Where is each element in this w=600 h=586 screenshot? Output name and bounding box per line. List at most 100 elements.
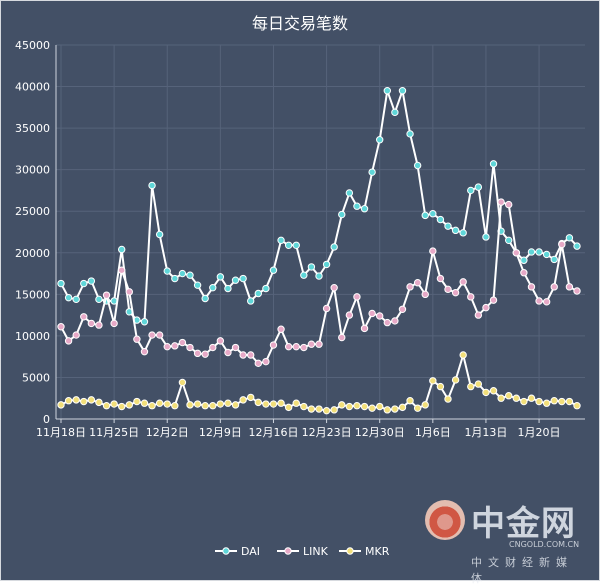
data-point-mkr [421, 401, 429, 409]
data-point-link [482, 303, 490, 312]
data-point-dai [489, 160, 498, 168]
data-point-link [512, 249, 520, 257]
legend-item-link: LINK [277, 545, 329, 558]
data-point-mkr [398, 403, 407, 412]
data-point-mkr [284, 403, 293, 412]
data-point-link [224, 348, 232, 357]
data-point-link [489, 296, 498, 304]
data-point-link [505, 200, 513, 209]
y-tick-label: 40000 [15, 81, 50, 94]
data-point-link [527, 283, 536, 291]
data-point-dai [80, 279, 88, 288]
data-point-dai [550, 255, 558, 264]
y-tick-label: 35000 [15, 122, 50, 135]
data-point-link [95, 321, 103, 329]
data-point-link [193, 349, 202, 358]
data-point-dai [406, 130, 414, 138]
x-tick-label: 11月18日 [36, 426, 86, 439]
data-point-mkr [95, 398, 103, 407]
chart-title: 每日交易笔数 [252, 14, 348, 33]
data-point-dai [254, 289, 262, 298]
data-point-mkr [451, 376, 460, 384]
data-point-mkr [376, 402, 384, 411]
data-point-link [558, 240, 566, 249]
data-point-mkr [201, 402, 209, 410]
data-point-link [307, 340, 316, 348]
legend-item-mkr: MKR [339, 545, 390, 558]
gridlines [56, 44, 585, 419]
data-point-mkr [383, 406, 391, 414]
data-point-link [444, 285, 452, 294]
x-tick-label: 12月23日 [302, 426, 352, 439]
data-point-dai [459, 229, 467, 237]
data-point-dai [284, 241, 293, 249]
data-point-dai [178, 269, 187, 278]
data-point-link [300, 343, 308, 352]
data-point-mkr [171, 402, 179, 410]
legend-label: MKR [365, 545, 390, 558]
data-point-dai [353, 202, 361, 210]
data-point-link [429, 247, 437, 255]
data-point-mkr [542, 399, 551, 407]
data-point-link [565, 283, 574, 291]
series-line-dai [60, 89, 578, 323]
series-mkr [57, 351, 581, 415]
data-point-mkr [413, 404, 422, 412]
data-point-link [57, 323, 65, 331]
data-point-mkr [565, 397, 574, 406]
data-point-dai [277, 236, 285, 245]
data-point-link [80, 313, 88, 321]
data-point-link [284, 342, 293, 351]
data-point-mkr [527, 394, 536, 402]
data-point-link [239, 351, 247, 359]
data-point-mkr [186, 401, 194, 409]
data-point-mkr [193, 400, 202, 408]
data-point-dai [322, 260, 331, 269]
data-point-mkr [406, 397, 414, 405]
data-point-mkr [110, 400, 118, 408]
data-point-link [573, 287, 581, 295]
y-tick-label: 20000 [15, 247, 50, 260]
data-point-dai [451, 226, 460, 235]
data-point-dai [565, 234, 574, 242]
data-point-dai [300, 271, 308, 279]
data-point-dai [376, 136, 384, 144]
y-tick-label: 25000 [15, 205, 50, 218]
data-point-link [133, 335, 141, 343]
data-point-dai [398, 87, 407, 95]
data-point-link [467, 293, 475, 301]
x-tick-label: 12月9日 [199, 426, 242, 439]
data-point-link [550, 283, 558, 291]
data-point-link [391, 317, 399, 325]
x-tick-label: 12月2日 [146, 426, 189, 439]
y-tick-label: 5000 [22, 371, 50, 384]
data-point-mkr [140, 399, 149, 407]
data-point-mkr [155, 399, 164, 407]
data-point-link [459, 278, 467, 286]
data-point-dai [315, 272, 323, 280]
watermark-logo: 中金网 CNGOLD.COM.CN 中文财经新媒体 [425, 494, 585, 585]
data-point-mkr [80, 397, 88, 406]
data-point-mkr [209, 402, 217, 410]
data-point-mkr [315, 405, 323, 413]
watermark-tagline: 中文财经新媒体 [471, 556, 573, 585]
data-point-mkr [345, 402, 354, 411]
data-point-dai [72, 295, 80, 304]
data-point-dai [57, 279, 65, 288]
data-point-link [292, 342, 300, 351]
data-point-mkr [353, 402, 361, 410]
data-point-link [398, 305, 407, 313]
data-point-link [436, 274, 445, 283]
data-point-mkr [57, 401, 65, 409]
data-point-link [451, 288, 460, 297]
data-point-dai [209, 283, 217, 292]
watermark-url: CNGOLD.COM.CN [509, 540, 580, 549]
data-point-mkr [429, 377, 437, 385]
data-point-dai [444, 222, 452, 230]
data-point-mkr [338, 401, 346, 409]
data-point-link [148, 331, 156, 339]
data-point-dai [87, 277, 96, 285]
data-point-link [535, 297, 543, 305]
data-point-link [178, 338, 187, 347]
data-point-dai [239, 274, 247, 283]
